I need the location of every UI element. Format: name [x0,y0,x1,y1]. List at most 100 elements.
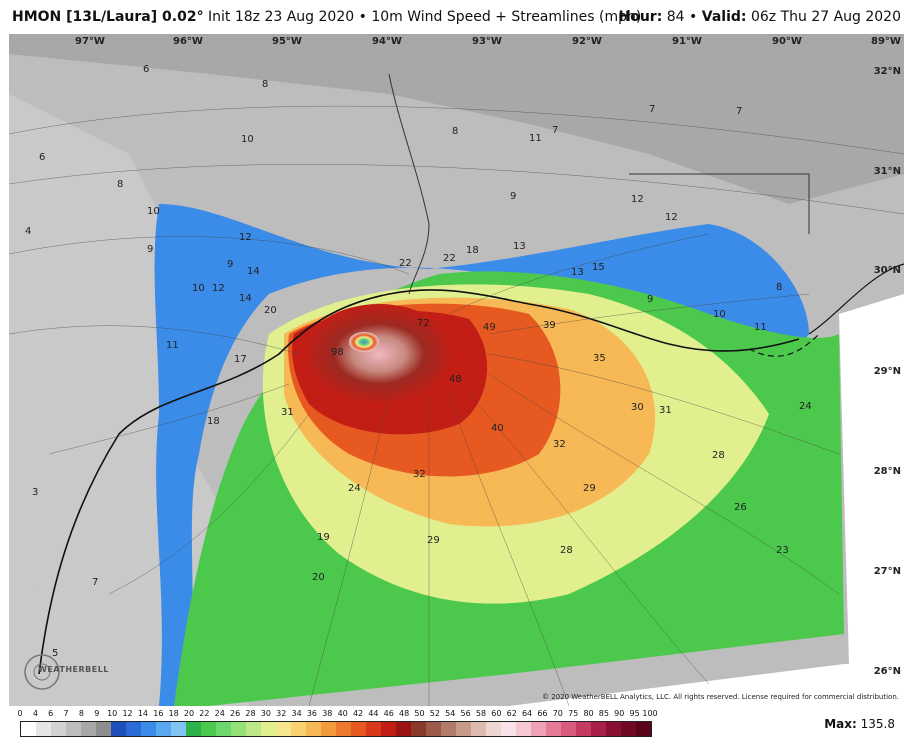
wind-label: 6 [143,64,149,75]
wind-label: 3 [32,487,38,498]
outside-domain-east [839,294,904,664]
legend-tick-labels: 0 4 6 7 8 9 10 12 14 16 18 20 22 24 26 28 30 32 34 36 38 40 42… [14,709,664,721]
valid-time-block: Hour: 84 • Valid: 06z Thu 27 Aug 2020 [619,9,902,25]
wind-label: 14 [247,266,260,277]
latitude-label: 30°N [873,265,901,276]
copyright-notice: © 2020 WeatherBELL Analytics, LLC. All r… [542,693,899,701]
wind-label: 24 [799,401,812,412]
max-value-label: Max: 135.8 [824,717,895,731]
legend-tick-label: 10 [107,709,118,718]
valid-value: 06z Thu 27 Aug 2020 [750,9,901,25]
legend-swatch [411,722,426,736]
longitude-label: 95°W [272,36,302,47]
wind-label: 18 [466,245,479,256]
legend-tick-label: 56 [460,709,471,718]
wind-label: 24 [348,483,361,494]
wind-label: 20 [264,305,277,316]
legend-swatch [441,722,456,736]
wind-label: 7 [736,106,742,117]
wind-label: 19 [317,532,330,543]
wind-label: 8 [452,126,458,137]
legend-swatch [291,722,306,736]
state-border-tx-la [388,73,430,295]
wind-label: 12 [631,194,644,205]
legend-swatch [576,722,591,736]
legend-swatch [381,722,396,736]
wind-label: 10 [713,309,726,320]
legend-swatch [501,722,516,736]
gulf-gray-west [9,494,69,706]
legend-tick-label: 85 [598,709,609,718]
weatherbell-logo [24,654,60,690]
domain-boundary [748,333,820,357]
streamlines [9,105,904,706]
wind-label: 13 [571,267,584,278]
legend-swatch [216,722,231,736]
map-header: HMON [13L/Laura] 0.02° Init 18z 23 Aug 2… [0,0,913,34]
wind-label: 49 [483,322,496,333]
wind-label: 32 [553,439,566,450]
wind-label: 10 [192,283,205,294]
longitude-label: 93°W [472,36,502,47]
wind-label: 15 [592,262,605,273]
wind-label: 26 [734,502,747,513]
legend-tick-label: 22 [199,709,210,718]
wind-label: 72 [417,318,430,329]
legend-tick-label: 4 [32,709,38,718]
wind-label: 23 [776,545,789,556]
legend-swatch [231,722,246,736]
legend-swatch [36,722,51,736]
map-canvas: 98 72 49 48 40 39 35 32 32 31 31 30 29 2… [9,34,904,706]
longitude-label: 92°W [572,36,602,47]
latitude-label: 32°N [873,66,901,77]
wind-label: 11 [166,340,179,351]
legend-tick-label: 40 [337,709,348,718]
valid-label: Valid: [701,9,747,25]
wind-label: 32 [413,469,426,480]
wind-label: 98 [331,347,344,358]
legend-tick-label: 6 [48,709,54,718]
field-name: 10m Wind Speed + Streamlines (mph) [371,9,642,25]
hour-value: 84 [666,9,685,25]
legend-swatch [456,722,471,736]
legend-swatch [81,722,96,736]
wind-map[interactable]: 98 72 49 48 40 39 35 32 32 31 31 30 29 2… [9,34,904,706]
latitude-label: 28°N [873,466,901,477]
legend-swatch [336,722,351,736]
legend-tick-label: 44 [368,709,379,718]
wind-label: 22 [399,258,412,269]
legend-swatch [516,722,531,736]
wind-label: 48 [449,374,462,385]
wind-label: 9 [147,244,153,255]
longitude-label: 89°W [871,36,901,47]
wind-label: 28 [560,545,573,556]
wind-label: 7 [552,125,558,136]
wind-label: 12 [212,283,225,294]
wind-label: 10 [147,206,160,217]
longitude-label: 94°W [372,36,402,47]
legend-swatch [246,722,261,736]
legend-tick-label: 8 [78,709,84,718]
legend-swatch [531,722,546,736]
longitude-label: 97°W [75,36,105,47]
wind-label: 7 [649,104,655,115]
legend-tick-label: 95 [629,709,640,718]
legend-swatch [636,722,651,736]
legend-tick-label: 54 [445,709,456,718]
color-legend [20,721,652,737]
wind-label: 9 [647,294,653,305]
wind-label: 31 [281,407,294,418]
wind-label: 11 [529,133,542,144]
latitude-label: 27°N [873,566,901,577]
wind-label: 20 [312,572,325,583]
legend-tick-label: 48 [399,709,410,718]
logo-text: WEATHERBELL [38,665,109,674]
legend-tick-label: 62 [506,709,517,718]
wind-label: 39 [543,320,556,331]
legend-swatch [396,722,411,736]
legend-swatch [141,722,156,736]
wind-label: 18 [207,416,220,427]
legend-tick-label: 7 [63,709,69,718]
mississippi-delta-coast [808,263,904,335]
outside-domain-south [509,664,904,706]
